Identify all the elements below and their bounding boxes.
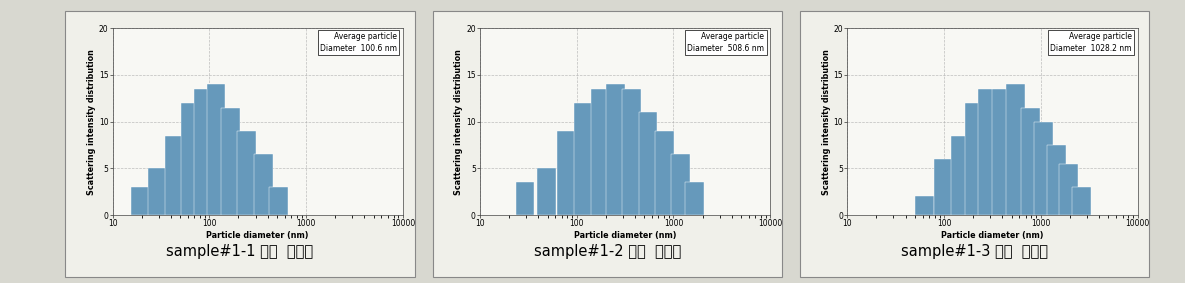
- Bar: [148, 168, 167, 215]
- Bar: [1048, 145, 1066, 215]
- Bar: [607, 84, 626, 215]
- Text: Average particle
Diameter  508.6 nm: Average particle Diameter 508.6 nm: [687, 32, 764, 53]
- Bar: [181, 103, 199, 215]
- Text: sample#1-2 측정  데이터: sample#1-2 측정 데이터: [533, 244, 681, 260]
- Bar: [515, 183, 534, 215]
- Bar: [1021, 108, 1039, 215]
- X-axis label: Particle diameter (nm): Particle diameter (nm): [206, 231, 309, 240]
- Bar: [237, 131, 256, 215]
- Bar: [557, 131, 576, 215]
- Bar: [1006, 84, 1025, 215]
- Bar: [254, 155, 273, 215]
- Bar: [1072, 187, 1091, 215]
- Bar: [654, 131, 673, 215]
- Bar: [1059, 164, 1078, 215]
- Bar: [269, 187, 288, 215]
- Text: sample#1-1 측정  데이터: sample#1-1 측정 데이터: [166, 244, 314, 260]
- Bar: [685, 183, 704, 215]
- Bar: [639, 112, 658, 215]
- Bar: [992, 89, 1011, 215]
- Bar: [916, 196, 934, 215]
- Bar: [950, 136, 969, 215]
- Y-axis label: Scattering intensity distribution: Scattering intensity distribution: [821, 49, 831, 195]
- Bar: [591, 89, 610, 215]
- Bar: [1035, 122, 1053, 215]
- Bar: [934, 159, 953, 215]
- X-axis label: Particle diameter (nm): Particle diameter (nm): [574, 231, 677, 240]
- Bar: [194, 89, 213, 215]
- X-axis label: Particle diameter (nm): Particle diameter (nm): [941, 231, 1044, 240]
- Text: sample#1-3 측정  데이터: sample#1-3 측정 데이터: [901, 244, 1049, 260]
- Bar: [671, 155, 690, 215]
- Text: Average particle
Diameter  100.6 nm: Average particle Diameter 100.6 nm: [320, 32, 397, 53]
- Bar: [979, 89, 997, 215]
- Y-axis label: Scattering intensity distribution: Scattering intensity distribution: [87, 49, 96, 195]
- Text: Average particle
Diameter  1028.2 nm: Average particle Diameter 1028.2 nm: [1050, 32, 1132, 53]
- Bar: [574, 103, 592, 215]
- Y-axis label: Scattering intensity distribution: Scattering intensity distribution: [454, 49, 463, 195]
- Bar: [206, 84, 225, 215]
- Bar: [622, 89, 641, 215]
- Bar: [222, 108, 241, 215]
- Bar: [132, 187, 150, 215]
- Bar: [965, 103, 984, 215]
- Bar: [166, 136, 184, 215]
- Bar: [537, 168, 556, 215]
